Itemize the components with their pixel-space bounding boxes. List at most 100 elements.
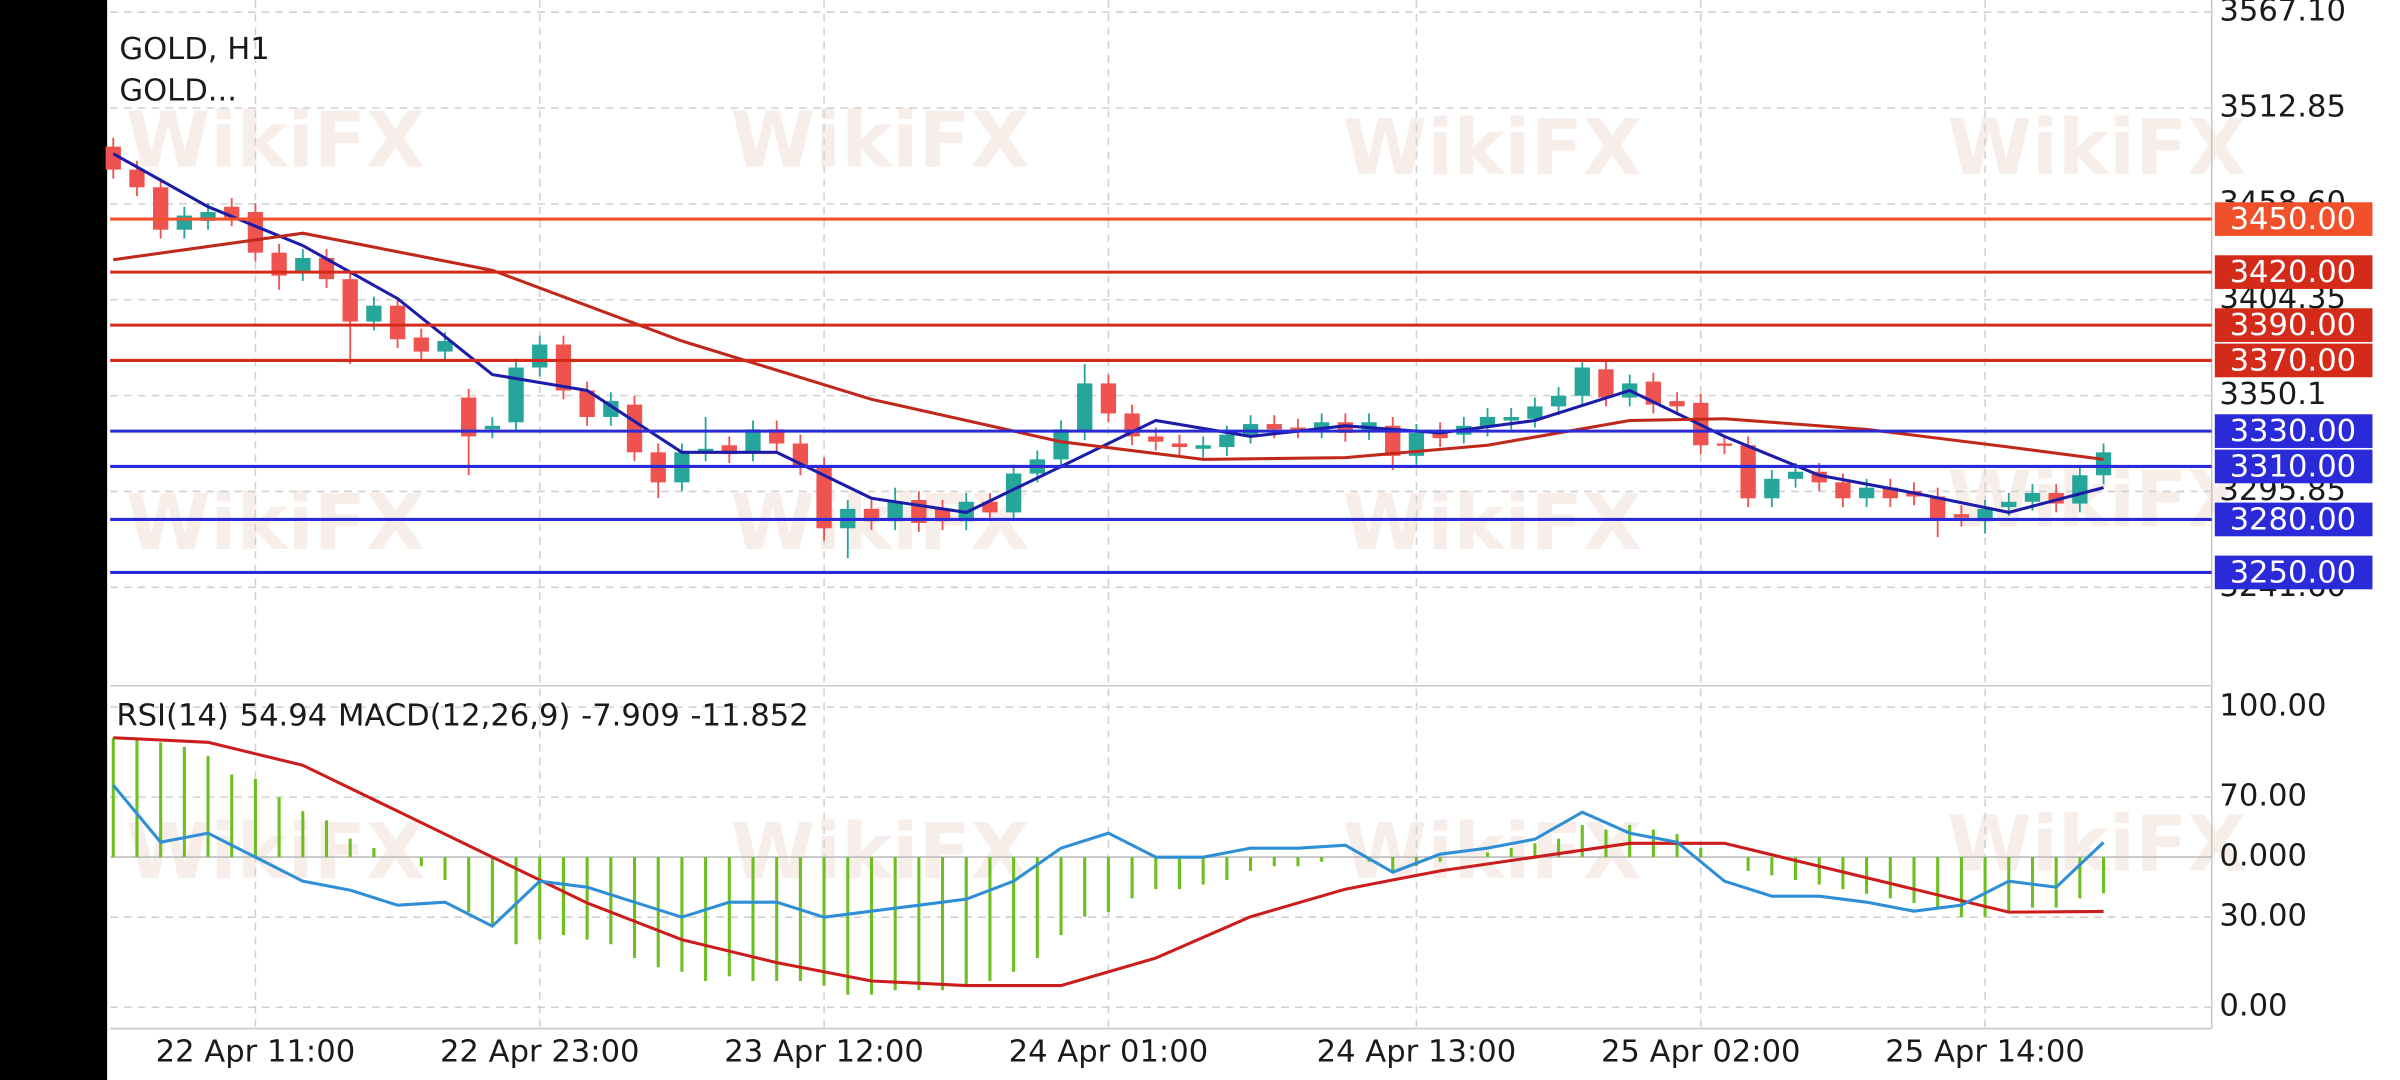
level-tag bbox=[2214, 414, 2373, 448]
candle-body bbox=[1077, 383, 1093, 432]
candle-body bbox=[2095, 452, 2112, 476]
watermark: WikiFX bbox=[731, 479, 1030, 568]
candle-body bbox=[1669, 401, 1685, 407]
x-tick-label: 22 Apr 23:00 bbox=[440, 1035, 640, 1070]
candle-body bbox=[2072, 475, 2088, 504]
candle-body bbox=[1787, 471, 1804, 479]
candle-body bbox=[2001, 501, 2017, 508]
candle-body bbox=[1337, 422, 1353, 433]
level-label: 3450.00 bbox=[2230, 202, 2357, 237]
candle-body bbox=[437, 341, 453, 352]
candle-body bbox=[1148, 436, 1164, 442]
level-tag bbox=[2214, 255, 2373, 289]
x-tick-label: 22 Apr 11:00 bbox=[156, 1035, 356, 1070]
level-tag bbox=[2214, 555, 2373, 590]
candle-body bbox=[413, 337, 429, 352]
candle-body bbox=[271, 252, 287, 276]
level-label: 3370.00 bbox=[2230, 343, 2357, 378]
candle-body bbox=[1882, 487, 1898, 499]
x-tick-label: 25 Apr 02:00 bbox=[1601, 1035, 1801, 1070]
y-tick-label: 0.00 bbox=[2219, 989, 2287, 1024]
candle-body bbox=[745, 429, 761, 453]
candle-body bbox=[247, 212, 264, 253]
x-tick-label: 25 Apr 14:00 bbox=[1885, 1035, 2085, 1070]
moving-average bbox=[112, 152, 2104, 514]
candle-body bbox=[200, 212, 216, 221]
macd-label: MACD(12,26,9) bbox=[338, 698, 570, 733]
watermark: WikiFX bbox=[126, 479, 425, 568]
x-tick-label: 24 Apr 01:00 bbox=[1009, 1035, 1209, 1070]
candle-body bbox=[1953, 514, 1970, 518]
indicator-label: RSI(14) 54.94 MACD(12,26,9) -7.909 -11.852 bbox=[116, 698, 808, 733]
candle-body bbox=[129, 169, 145, 188]
y-tick-label: 30.00 bbox=[2219, 899, 2307, 934]
candle-body bbox=[1858, 487, 1875, 499]
y2-tick-label: 0.000 bbox=[2219, 839, 2307, 874]
macd-value: -7.909 bbox=[581, 698, 680, 733]
macd-signal bbox=[113, 736, 2104, 988]
watermark: WikiFX bbox=[126, 808, 425, 897]
candle-body bbox=[1811, 471, 1827, 483]
candle-body bbox=[816, 466, 832, 529]
candle-body bbox=[295, 257, 311, 273]
rsi-label: RSI(14) bbox=[116, 698, 229, 733]
level-label: 3250.00 bbox=[2230, 555, 2357, 590]
candle-body bbox=[1266, 424, 1282, 430]
candle-body bbox=[982, 501, 998, 513]
watermark: WikiFX bbox=[126, 96, 425, 185]
plot bbox=[105, 137, 2212, 995]
candle-body bbox=[1171, 443, 1188, 448]
watermark: WikiFX bbox=[1343, 104, 1642, 193]
watermark: WikiFX bbox=[1343, 808, 1642, 897]
candle-body bbox=[2024, 492, 2041, 502]
watermark: WikiFX bbox=[1343, 479, 1642, 568]
candle-body bbox=[1550, 395, 1567, 407]
candle-body bbox=[1764, 478, 1780, 499]
candle-body bbox=[697, 448, 714, 453]
left-bezel bbox=[0, 0, 108, 1080]
signal-value: -11.852 bbox=[691, 698, 809, 733]
level-tag bbox=[2214, 449, 2373, 484]
candle-body bbox=[1479, 416, 1496, 428]
candle-body bbox=[1053, 429, 1069, 460]
candle-body bbox=[1100, 383, 1117, 414]
candle-body bbox=[484, 425, 501, 430]
candle-body bbox=[1219, 434, 1235, 448]
candle-body bbox=[508, 367, 524, 423]
candle-body bbox=[1835, 482, 1851, 499]
candle-body bbox=[1503, 416, 1519, 421]
level-tag bbox=[2214, 343, 2373, 378]
watermark: WikiFX bbox=[1947, 800, 2246, 889]
level-label: 3330.00 bbox=[2230, 414, 2357, 449]
candle-body bbox=[224, 206, 240, 218]
watermark: WikiFX bbox=[731, 96, 1030, 185]
candle-body bbox=[626, 404, 643, 453]
rsi-value: 54.94 bbox=[240, 698, 328, 733]
level-tag bbox=[2214, 502, 2373, 537]
watermarks: WikiFX WikiFX WikiFX WikiFX WikiFX WikiFX Wiki… bbox=[126, 96, 2246, 897]
y-tick-label: 3350.1 bbox=[2219, 377, 2326, 412]
candle-body bbox=[318, 257, 335, 280]
candle-body bbox=[555, 344, 572, 391]
candle-body bbox=[532, 344, 548, 368]
candle-body bbox=[2048, 492, 2064, 504]
chart-subtitle: GOLD... bbox=[119, 73, 237, 108]
candle-body bbox=[721, 445, 737, 455]
level-label: 3390.00 bbox=[2230, 308, 2357, 343]
candle-body bbox=[1527, 406, 1543, 419]
candle-body bbox=[579, 390, 595, 417]
candle-body bbox=[1432, 431, 1448, 439]
x-tick-label: 23 Apr 12:00 bbox=[724, 1035, 924, 1070]
x-tick-label: 24 Apr 13:00 bbox=[1317, 1035, 1517, 1070]
candle-body bbox=[1716, 443, 1733, 446]
candle-body bbox=[1290, 427, 1306, 430]
level-label: 3310.00 bbox=[2230, 449, 2357, 484]
candle-body bbox=[342, 279, 358, 322]
candle-body bbox=[1598, 369, 1614, 398]
level-label: 3420.00 bbox=[2230, 255, 2357, 290]
watermark: WikiFX bbox=[731, 808, 1030, 897]
candle-body bbox=[769, 429, 785, 444]
chart-title: GOLD, H1 bbox=[119, 32, 269, 67]
level-label: 3280.00 bbox=[2230, 502, 2357, 537]
